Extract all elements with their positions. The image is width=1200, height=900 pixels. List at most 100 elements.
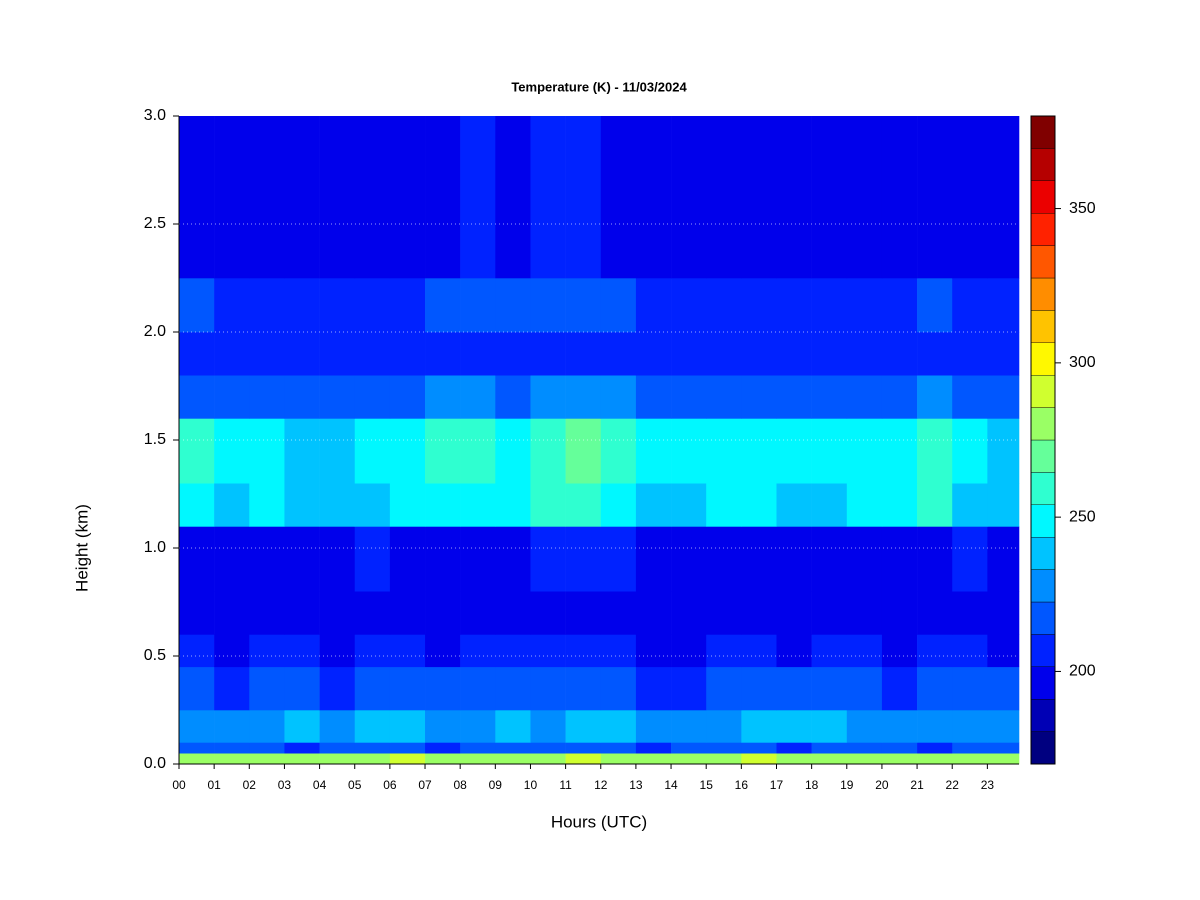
heat-cell [811,116,848,279]
heat-cell [319,753,356,765]
heat-cell [635,634,672,668]
heat-cell [389,375,426,419]
colorbar-level [1030,212,1056,246]
heat-cell [881,116,918,279]
heat-cell [917,591,953,635]
y-tick-label: 2.5 [144,215,166,232]
heat-cell [179,418,215,484]
heat-cell [530,375,566,419]
heat-cell [565,332,602,376]
colorbar-level [1030,537,1056,570]
heat-cell [635,666,672,711]
heat-cell [846,753,883,765]
colorbar-level [1030,407,1056,441]
heat-cell [284,375,320,419]
heat-cell [495,591,531,635]
heat-cell [319,666,356,711]
heat-cell [671,710,707,743]
heat-cell [354,526,391,592]
heat-cell [846,278,883,333]
heat-cell [425,526,461,592]
heat-cell [214,753,250,765]
heat-cell [881,710,918,743]
heat-cell [460,116,496,279]
heat-cell [530,116,566,279]
heat-cell [741,753,777,765]
heat-cell [425,116,461,279]
heat-cell [425,375,461,419]
y-tick-label: 1.5 [144,431,166,448]
heat-cell [389,418,426,484]
heat-cell [389,742,426,754]
x-tick-label: 01 [207,778,221,792]
heat-cell [811,753,848,765]
heat-cell [425,753,461,765]
heat-cell [635,116,672,279]
heat-cell [776,666,812,711]
x-tick-label: 13 [629,778,643,792]
heat-cell [495,418,531,484]
heat-cell [846,742,883,754]
heat-cell [214,634,250,668]
heat-cell [214,418,250,484]
heat-cell [214,526,250,592]
heat-cell [987,526,1020,592]
heat-cell [565,526,602,592]
heat-cell [179,332,215,376]
heat-cell [319,332,356,376]
heat-cell [987,375,1020,419]
heat-cell [319,634,356,668]
x-tick-label: 18 [805,778,819,792]
y-tick-label: 0.5 [144,647,166,664]
y-tick-label: 0.0 [144,755,166,772]
heat-cell [179,666,215,711]
heat-cell [565,278,602,333]
heat-cell [987,753,1020,765]
heat-cell [776,591,812,635]
heat-cell [846,591,883,635]
heat-cell [354,591,391,635]
heat-cell [565,753,602,765]
heat-cell [706,116,742,279]
heat-cell [530,278,566,333]
colorbar-level [1030,666,1056,700]
heat-cell [389,634,426,668]
heat-cell [319,526,356,592]
heat-cell [530,742,566,754]
colorbar-level [1030,504,1056,538]
heat-cell [389,278,426,333]
heat-cell [776,710,812,743]
heat-cell [389,332,426,376]
x-tick-label: 23 [981,778,995,792]
heat-cell [952,591,988,635]
heat-cell [600,753,637,765]
heat-cell [917,753,953,765]
heat-cell [214,742,250,754]
heat-cell [460,710,496,743]
heat-cell [635,526,672,592]
heat-cell [530,332,566,376]
heat-cell [565,634,602,668]
colorbar-tick-label: 350 [1069,200,1096,217]
heat-cell [776,375,812,419]
heat-cell [741,634,777,668]
heat-cell [249,591,285,635]
heat-cell [530,483,566,527]
heat-cell [530,666,566,711]
y-axis-label: Height (km) [72,504,91,592]
heat-cell [249,278,285,333]
heat-cell [284,526,320,592]
heat-cell [600,742,637,754]
heat-cell [917,418,953,484]
heat-cell [846,666,883,711]
heat-cell [600,418,637,484]
heat-cell [706,278,742,333]
y-tick-label: 2.0 [144,323,166,340]
x-tick-label: 11 [559,778,572,792]
heat-cell [319,375,356,419]
heat-cell [952,753,988,765]
heat-cell [776,526,812,592]
heat-cell [460,591,496,635]
heat-cell [214,591,250,635]
heat-cell [846,375,883,419]
